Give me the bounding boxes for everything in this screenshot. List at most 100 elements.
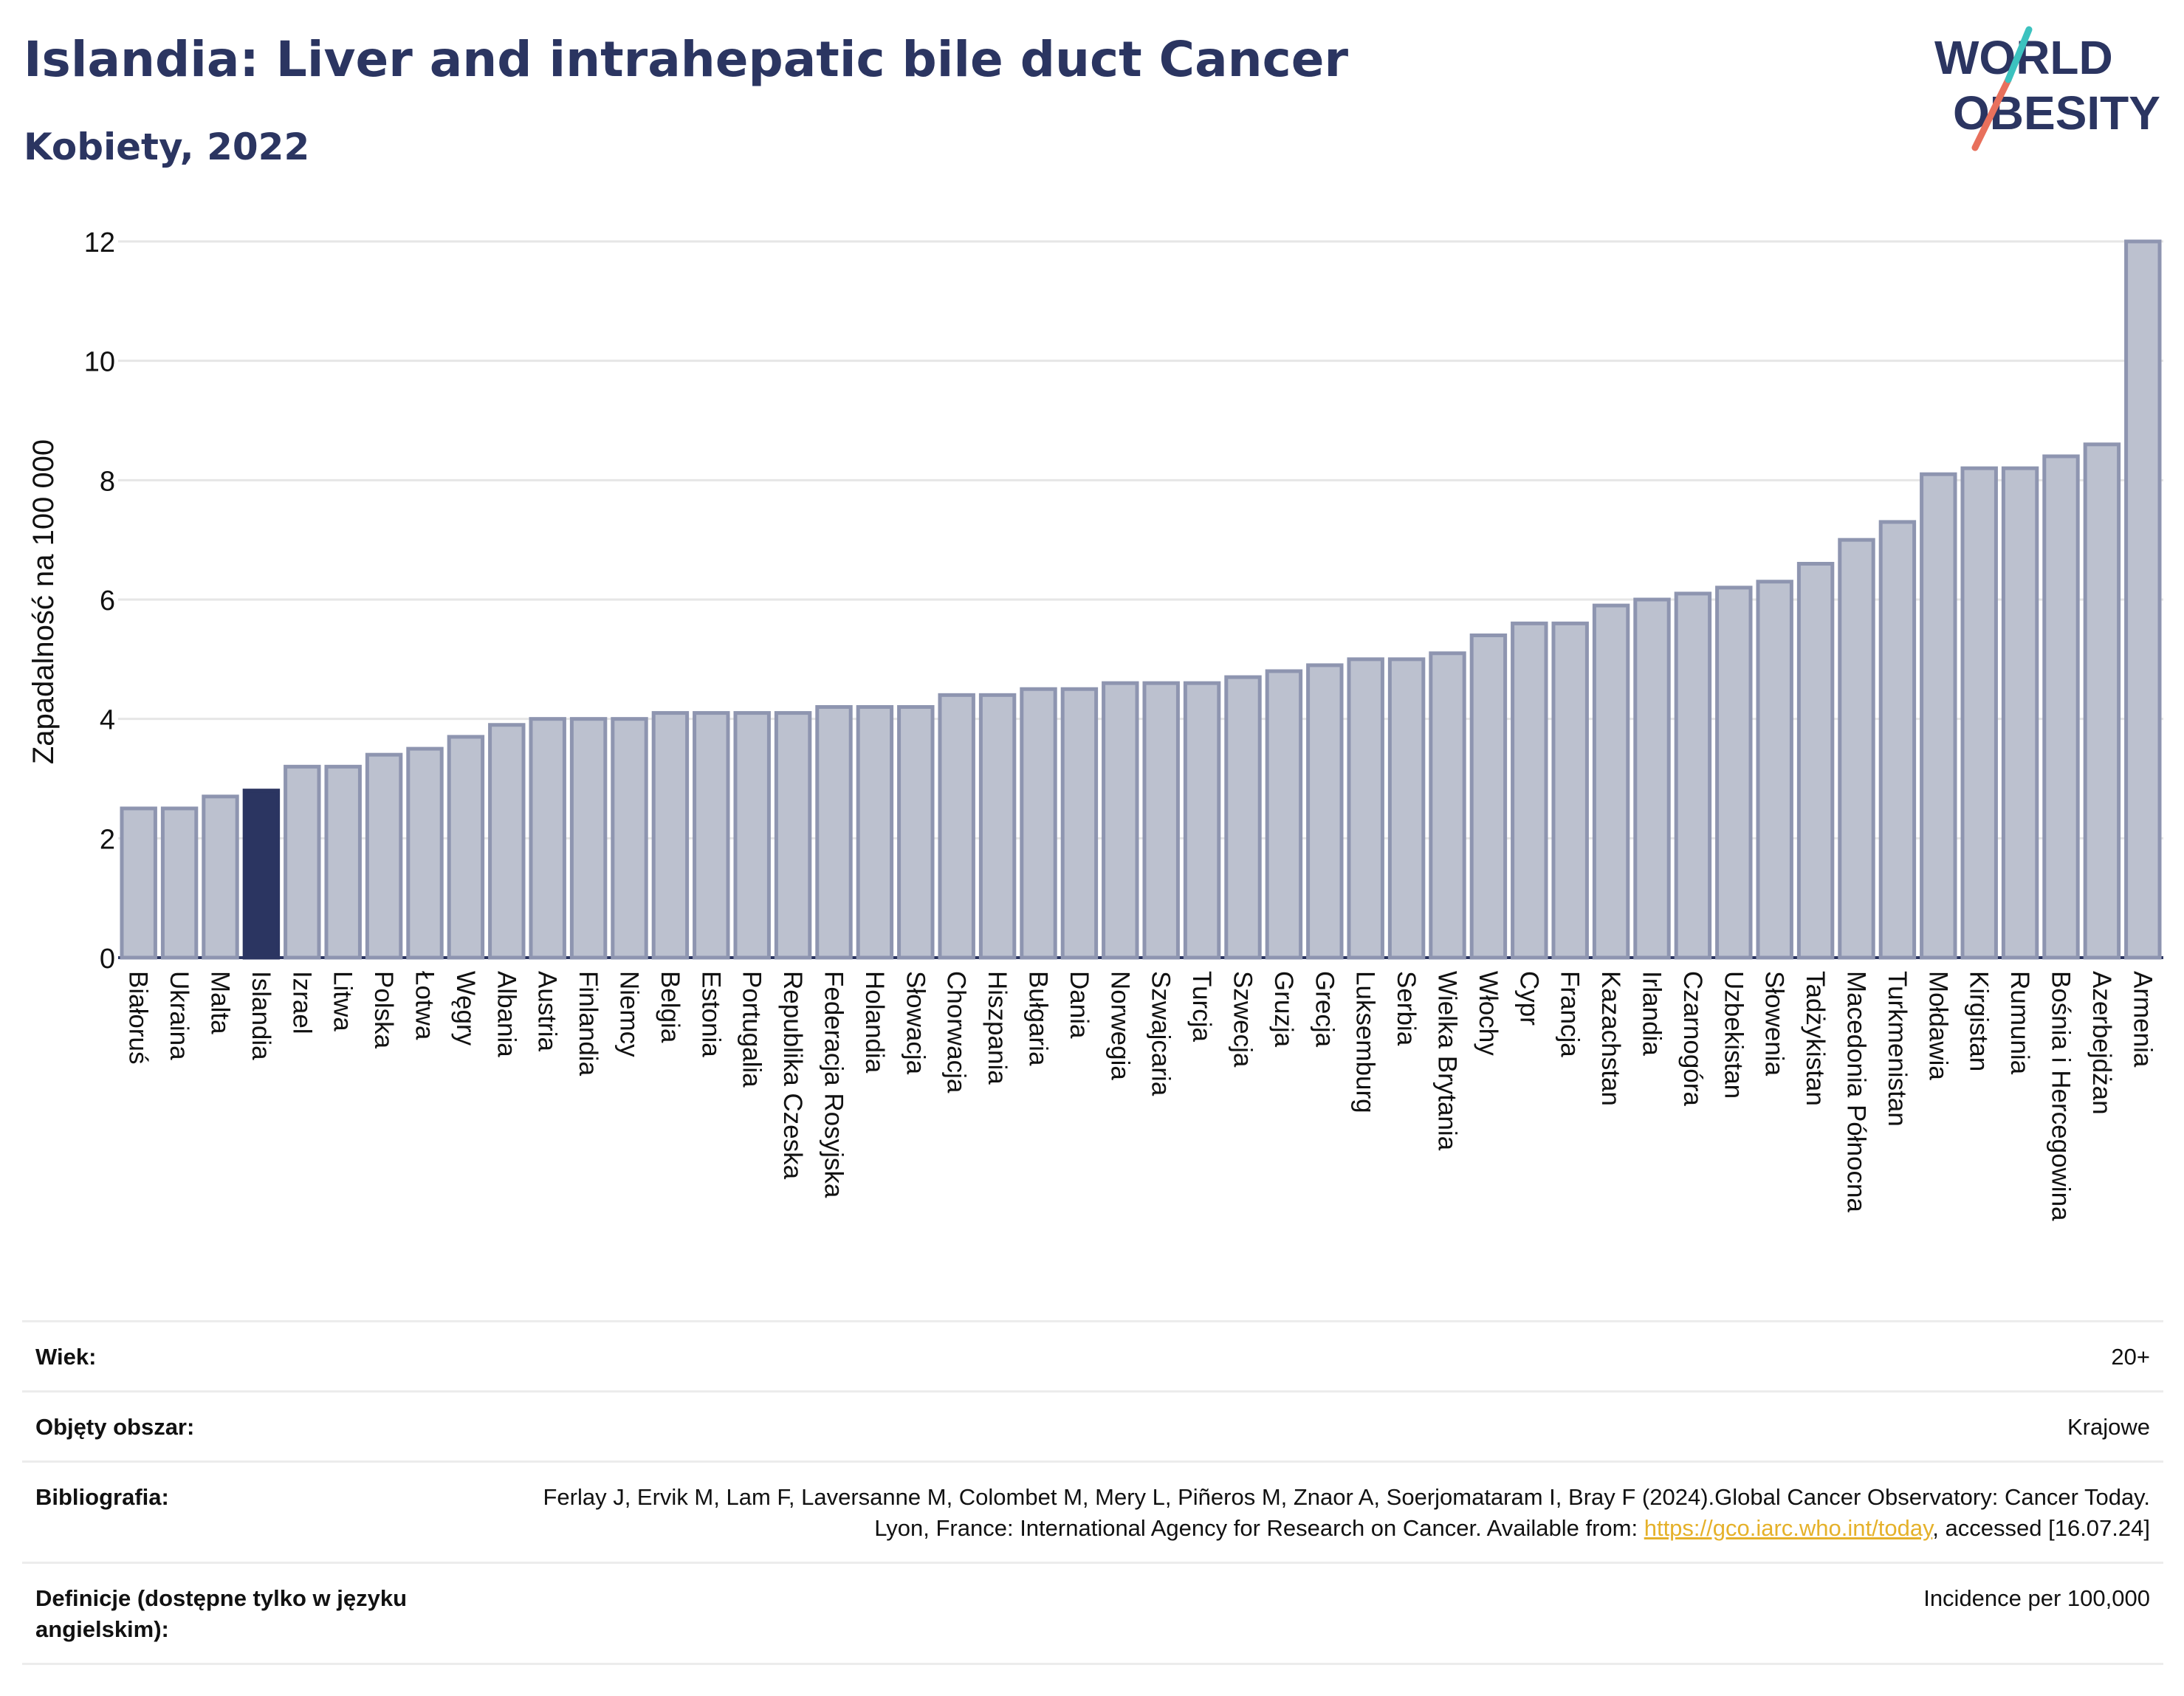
bar xyxy=(1306,663,1344,960)
info-row-age: Wiek: 20+ xyxy=(22,1320,2163,1390)
x-tick-label: Grecja xyxy=(1310,971,1339,1048)
bar xyxy=(284,764,321,960)
bar xyxy=(1020,687,1057,960)
x-tick-label: Belgia xyxy=(656,971,684,1043)
x-tick-label: Islandia xyxy=(247,971,275,1060)
coverage-value: Krajowe xyxy=(2067,1414,2150,1440)
x-tick-label: Słowacja xyxy=(901,971,930,1075)
x-tick-label: Irlandia xyxy=(1638,971,1666,1056)
x-tick-label: Serbia xyxy=(1392,971,1421,1046)
bar xyxy=(488,723,526,960)
bar xyxy=(1551,621,1589,960)
x-tick-label: Tadżykistan xyxy=(1801,971,1830,1106)
bar xyxy=(2083,442,2121,960)
bar xyxy=(815,705,853,960)
bar xyxy=(1674,591,1712,960)
x-tick-label: Słowenia xyxy=(1760,971,1789,1077)
x-tick-label: Azerbejdżan xyxy=(2087,971,2116,1115)
bar xyxy=(447,735,485,960)
bibliography-label: Bibliografia: xyxy=(35,1484,169,1510)
x-tick-label: Hiszpania xyxy=(983,971,1012,1085)
y-tick-label: 12 xyxy=(84,227,115,258)
x-tick-label: Łotwa xyxy=(411,971,439,1040)
bar xyxy=(2042,454,2080,960)
x-tick-label: Finlandia xyxy=(574,971,602,1077)
bar xyxy=(160,806,199,960)
x-tick-label: Macedonia Północna xyxy=(1842,971,1871,1212)
bar xyxy=(1796,562,1835,960)
x-tick-label: Luksemburg xyxy=(1351,971,1380,1113)
x-tick-label: Turkmenistan xyxy=(1883,971,1912,1127)
y-tick-label: 2 xyxy=(100,824,115,855)
x-tick-label: Armenia xyxy=(2128,971,2157,1068)
bar xyxy=(1960,466,1998,960)
bar xyxy=(611,717,648,960)
bar xyxy=(651,711,690,960)
bar xyxy=(1060,687,1099,960)
bar xyxy=(774,711,812,960)
bar xyxy=(1511,621,1548,960)
bar-highlighted xyxy=(242,789,281,960)
bibliography-suffix: , accessed [16.07.24] xyxy=(1932,1515,2150,1541)
bar xyxy=(897,705,935,960)
x-tick-label: Norwegia xyxy=(1105,971,1134,1080)
definitions-value: Incidence per 100,000 xyxy=(1923,1585,2150,1611)
x-tick-label: Uzbekistan xyxy=(1719,971,1748,1099)
y-tick-label: 6 xyxy=(100,586,115,617)
x-tick-label: Portugalia xyxy=(738,971,766,1088)
age-label: Wiek: xyxy=(35,1344,97,1370)
chart-subtitle: Kobiety, 2022 xyxy=(24,126,310,168)
world-obesity-logo: WORLD OBESITY xyxy=(1934,26,2160,151)
bar xyxy=(938,693,975,960)
x-tick-label: Dania xyxy=(1065,971,1093,1039)
y-tick-labels: 0 2 4 6 8 10 12 xyxy=(84,227,115,975)
bar xyxy=(978,693,1017,960)
x-tick-label: Ukraina xyxy=(165,971,193,1060)
x-tick-label: Federacja Rosyjska xyxy=(820,971,848,1198)
bar xyxy=(1142,681,1180,960)
bar xyxy=(1756,580,1793,960)
info-row-definitions: Definicje (dostępne tylko w języku angie… xyxy=(22,1562,2163,1665)
x-tick-label: Izrael xyxy=(287,971,316,1034)
x-tick-label: Rumunia xyxy=(2005,971,2034,1075)
info-row-bibliography: Bibliografia: Ferlay J, Ervik M, Lam F, … xyxy=(22,1460,2163,1562)
bar xyxy=(569,717,608,960)
bar xyxy=(693,711,730,960)
x-tick-labels: Białoruś Ukraina Malta Islandia Izrael Litwa P… xyxy=(124,971,2157,1221)
bar xyxy=(733,711,771,960)
x-tick-label: Białoruś xyxy=(124,971,153,1064)
bar xyxy=(1592,603,1630,960)
logo-text-bottom: OBESITY xyxy=(1953,86,2160,140)
x-tick-label: Węgry xyxy=(451,971,480,1046)
x-tick-label: Szwecja xyxy=(1229,971,1257,1068)
x-tick-label: Austria xyxy=(533,971,562,1051)
bibliography-link[interactable]: https://gco.iarc.who.int/today xyxy=(1644,1515,1933,1541)
y-axis-label: Zapadalność na 100 000 xyxy=(27,439,60,764)
x-tick-label: Szwajcaria xyxy=(1147,971,1175,1096)
bar xyxy=(1633,597,1671,960)
bar xyxy=(2124,239,2162,960)
bar xyxy=(1387,657,1426,960)
x-tick-label: Litwa xyxy=(329,971,357,1031)
info-row-coverage: Objęty obszar: Krajowe xyxy=(22,1390,2163,1460)
x-tick-label: Cypr xyxy=(1514,971,1543,1026)
x-tick-label: Mołdawia xyxy=(1923,971,1952,1080)
bar xyxy=(365,752,403,960)
bar xyxy=(202,794,239,960)
x-tick-label: Kirgistan xyxy=(1965,971,1994,1071)
bar-chart: 0 2 4 6 8 10 12 Białoruś Ukraina Malta Islandia Iz… xyxy=(27,227,2163,1221)
bar xyxy=(1265,669,1303,960)
bar xyxy=(856,705,894,960)
x-tick-label: Turcja xyxy=(1187,971,1216,1042)
y-tick-label: 10 xyxy=(84,347,115,378)
x-tick-label: Holandia xyxy=(860,971,889,1074)
bar xyxy=(529,717,566,960)
x-tick-label: Albania xyxy=(492,971,521,1057)
x-tick-label: Polska xyxy=(369,971,398,1049)
bar xyxy=(1429,651,1466,960)
bar xyxy=(2001,466,2039,960)
x-tick-label: Francja xyxy=(1556,971,1584,1057)
bar xyxy=(1102,681,1139,960)
x-tick-label: Bułgaria xyxy=(1024,971,1053,1066)
bar xyxy=(120,806,157,960)
